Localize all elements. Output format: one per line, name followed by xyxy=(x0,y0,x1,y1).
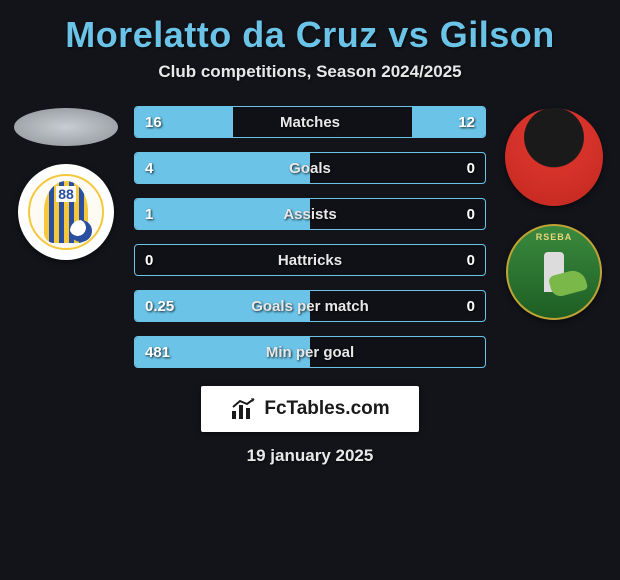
stat-label: Min per goal xyxy=(266,344,354,361)
soccer-ball-icon xyxy=(70,220,92,242)
stat-label: Goals xyxy=(289,160,331,177)
stat-bars: 16 12 Matches 4 0 Goals 1 0 Assists 0 0 Hattricks 0.… xyxy=(126,100,494,368)
stat-label: Matches xyxy=(280,114,340,131)
stat-value-left: 16 xyxy=(145,114,162,131)
stat-value-left: 0.25 xyxy=(145,298,174,315)
stat-value-right: 0 xyxy=(467,252,475,269)
date-label: 19 january 2025 xyxy=(0,446,620,466)
stat-value-right: 12 xyxy=(458,114,475,131)
stat-value-right: 0 xyxy=(467,160,475,177)
right-player-column: RSEBA xyxy=(494,100,614,320)
subtitle: Club competitions, Season 2024/2025 xyxy=(0,62,620,82)
comparison-content: 88 16 12 Matches 4 0 Goals 1 0 Assists 0 0 Hattrick… xyxy=(0,100,620,368)
stat-fill-left xyxy=(135,153,310,183)
stat-value-right: 0 xyxy=(467,298,475,315)
stat-label: Assists xyxy=(283,206,336,223)
club-badge-inner: 88 xyxy=(28,174,104,250)
stat-row: 481 Min per goal xyxy=(134,336,486,368)
brand-badge: FcTables.com xyxy=(201,386,419,432)
stat-value-left: 481 xyxy=(145,344,170,361)
stat-row: 0 0 Hattricks xyxy=(134,244,486,276)
stat-row: 16 12 Matches xyxy=(134,106,486,138)
stat-label: Goals per match xyxy=(251,298,369,315)
page-title: Morelatto da Cruz vs Gilson xyxy=(0,0,620,62)
stat-value-right: 0 xyxy=(467,206,475,223)
stat-value-left: 0 xyxy=(145,252,153,269)
stat-label: Hattricks xyxy=(278,252,342,269)
player-left-photo-placeholder xyxy=(14,108,118,146)
stat-row: 4 0 Goals xyxy=(134,152,486,184)
player-left-club-badge: 88 xyxy=(18,164,114,260)
stat-row: 0.25 0 Goals per match xyxy=(134,290,486,322)
stat-value-left: 1 xyxy=(145,206,153,223)
brand-chart-icon xyxy=(230,397,258,421)
stat-value-left: 4 xyxy=(145,160,153,177)
player-right-photo xyxy=(505,108,603,206)
stat-row: 1 0 Assists xyxy=(134,198,486,230)
left-player-column: 88 xyxy=(6,100,126,260)
player-right-club-badge: RSEBA xyxy=(506,224,602,320)
club-badge-text: RSEBA xyxy=(536,232,573,242)
brand-text: FcTables.com xyxy=(264,398,389,420)
club-badge-number: 88 xyxy=(56,186,76,202)
